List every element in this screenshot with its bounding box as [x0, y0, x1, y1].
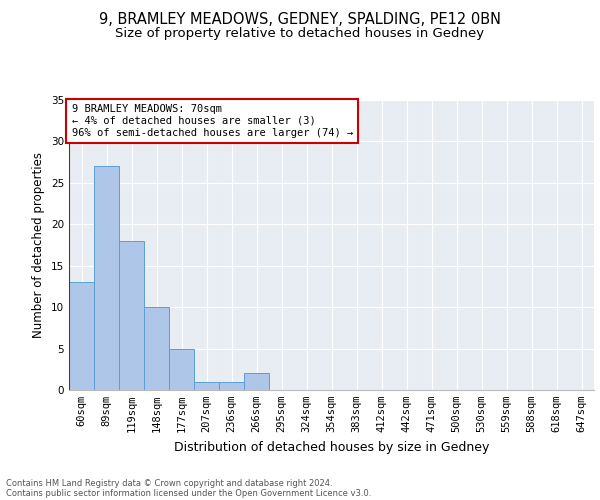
Text: 9, BRAMLEY MEADOWS, GEDNEY, SPALDING, PE12 0BN: 9, BRAMLEY MEADOWS, GEDNEY, SPALDING, PE… — [99, 12, 501, 28]
Y-axis label: Number of detached properties: Number of detached properties — [32, 152, 46, 338]
Text: 9 BRAMLEY MEADOWS: 70sqm
← 4% of detached houses are smaller (3)
96% of semi-det: 9 BRAMLEY MEADOWS: 70sqm ← 4% of detache… — [71, 104, 353, 138]
Bar — [219, 382, 244, 390]
Bar — [119, 241, 144, 390]
Bar — [94, 166, 119, 390]
Bar — [169, 348, 194, 390]
Text: Size of property relative to detached houses in Gedney: Size of property relative to detached ho… — [115, 28, 485, 40]
Bar — [144, 307, 169, 390]
Text: Contains HM Land Registry data © Crown copyright and database right 2024.: Contains HM Land Registry data © Crown c… — [6, 478, 332, 488]
Bar — [69, 282, 94, 390]
Text: Contains public sector information licensed under the Open Government Licence v3: Contains public sector information licen… — [6, 488, 371, 498]
X-axis label: Distribution of detached houses by size in Gedney: Distribution of detached houses by size … — [174, 440, 489, 454]
Bar — [194, 382, 219, 390]
Bar — [244, 374, 269, 390]
